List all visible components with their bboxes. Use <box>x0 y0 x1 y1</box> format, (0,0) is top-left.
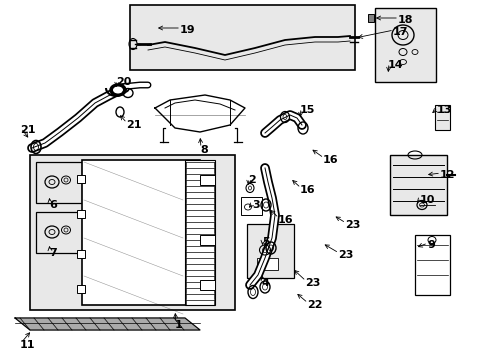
Text: 3: 3 <box>251 200 259 210</box>
Bar <box>241 197 262 215</box>
Bar <box>77 285 85 293</box>
Bar <box>130 5 354 70</box>
Bar <box>374 8 435 82</box>
Text: 16: 16 <box>278 215 293 225</box>
Text: 16: 16 <box>299 185 315 195</box>
Bar <box>257 258 278 270</box>
Text: 16: 16 <box>323 155 338 165</box>
Text: 20: 20 <box>116 77 131 87</box>
Bar <box>30 155 235 310</box>
Bar <box>77 175 85 183</box>
Text: 4: 4 <box>262 278 269 288</box>
Text: 13: 13 <box>436 105 451 115</box>
Bar <box>36 162 82 203</box>
Text: 8: 8 <box>200 145 207 155</box>
Text: 17: 17 <box>392 27 407 37</box>
Text: 21: 21 <box>126 120 141 130</box>
Bar <box>389 155 446 215</box>
Text: 14: 14 <box>387 60 403 70</box>
Text: 2: 2 <box>247 175 255 185</box>
Ellipse shape <box>110 84 126 96</box>
Bar <box>414 235 449 295</box>
Bar <box>77 250 85 258</box>
Text: 5: 5 <box>262 237 269 247</box>
Bar <box>246 224 293 278</box>
Text: 6: 6 <box>49 200 57 210</box>
Text: 7: 7 <box>49 248 57 258</box>
Text: 12: 12 <box>439 170 454 180</box>
Bar <box>36 212 82 253</box>
Text: 10: 10 <box>419 195 434 205</box>
Text: 23: 23 <box>345 220 360 230</box>
Text: 23: 23 <box>305 278 320 288</box>
Bar <box>434 105 449 130</box>
Bar <box>82 160 200 305</box>
Polygon shape <box>15 318 200 330</box>
Text: 19: 19 <box>180 25 195 35</box>
Bar <box>200 280 215 290</box>
Text: 22: 22 <box>306 300 322 310</box>
Text: 15: 15 <box>299 105 315 115</box>
Bar <box>184 160 215 305</box>
Text: 11: 11 <box>20 340 36 350</box>
Text: 9: 9 <box>426 240 434 250</box>
Text: 21: 21 <box>20 125 36 135</box>
Text: 1: 1 <box>175 320 183 330</box>
Text: 23: 23 <box>337 250 353 260</box>
Bar <box>367 14 373 22</box>
Bar <box>200 175 215 185</box>
Bar <box>77 210 85 218</box>
Ellipse shape <box>113 86 123 94</box>
Text: 18: 18 <box>397 15 413 25</box>
Bar <box>200 235 215 245</box>
